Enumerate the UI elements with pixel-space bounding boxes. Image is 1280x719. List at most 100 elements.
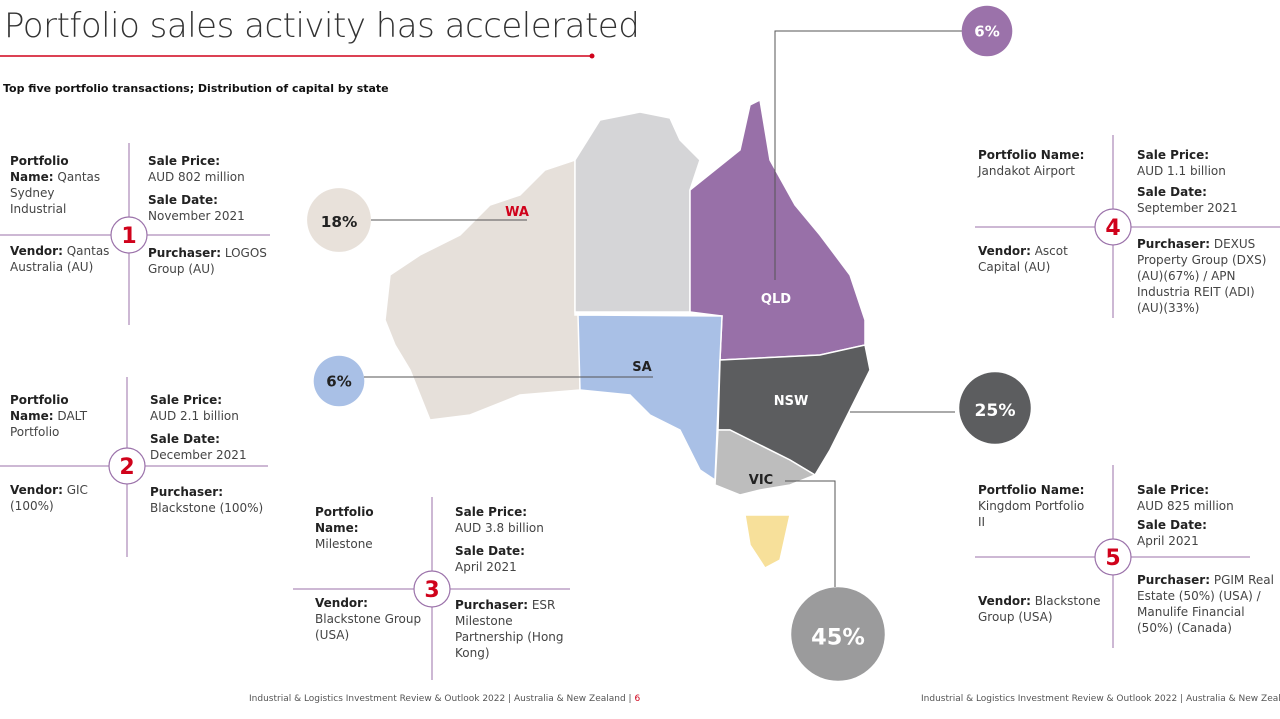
date-label: Sale Date:	[1137, 185, 1207, 199]
date-value: April 2021	[1137, 534, 1199, 548]
price-value: AUD 3.8 billion	[455, 521, 544, 535]
page-number: 6	[634, 694, 641, 704]
vendor-label: Vendor:	[10, 483, 63, 497]
transaction-number: 3	[424, 578, 439, 603]
title: Portfolio sales activity has accelerated	[4, 6, 640, 46]
price-field: Sale Price: AUD 802 million	[148, 153, 268, 185]
price-label: Sale Price:	[1137, 483, 1210, 497]
share-bubble	[959, 372, 1031, 444]
price-label: Sale Price:	[1137, 148, 1210, 162]
map-nt	[574, 111, 701, 313]
footer: Industrial & Logistics Investment Review…	[921, 694, 1280, 704]
subtitle: Top five portfolio transactions; Distrib…	[3, 82, 389, 95]
purchaser-field: Purchaser: ESR Milestone Partnership (Ho…	[455, 597, 565, 661]
vendor-value: Ascot Capital (AU)	[978, 244, 1068, 274]
purchaser-field: Purchaser: DEXUS Property Group (DXS) (A…	[1137, 236, 1272, 316]
vendor-label: Vendor:	[978, 244, 1031, 258]
share-bubble	[791, 587, 885, 681]
number-badge	[110, 216, 148, 254]
vendor-value: Blackstone Group (USA)	[315, 612, 422, 642]
purchaser-label: Purchaser:	[150, 485, 224, 499]
vendor-field: Vendor: Blackstone Group (USA)	[315, 595, 435, 643]
price-label: Sale Price:	[455, 505, 528, 519]
price-field: Sale Price: AUD 3.8 billion	[455, 504, 565, 536]
portfolio-label: Portfolio Name:	[10, 154, 69, 184]
state-label: QLD	[761, 292, 791, 307]
vendor-value: Qantas Australia (AU)	[10, 244, 110, 274]
share-label: 18%	[321, 213, 358, 231]
portfolio-label: Portfolio Name:	[978, 483, 1085, 497]
price-label: Sale Price:	[148, 154, 221, 168]
date-value: April 2021	[455, 560, 517, 574]
transaction-number: 2	[119, 455, 134, 480]
number-badge	[108, 447, 146, 485]
purchaser-value: ESR Milestone Partnership (Hong Kong)	[455, 598, 564, 660]
number-badge	[413, 570, 451, 608]
price-label: Sale Price:	[150, 393, 223, 407]
transaction-number: 4	[1105, 216, 1120, 241]
portfolio-field: Portfolio Name: Milestone	[315, 504, 420, 552]
portfolio-label: Portfolio Name:	[978, 148, 1085, 162]
vendor-field: Vendor: Blackstone Group (USA)	[978, 593, 1103, 625]
date-label: Sale Date:	[1137, 518, 1207, 532]
portfolio-value: Jandakot Airport	[978, 164, 1075, 178]
date-field: Sale Date: April 2021	[1137, 517, 1277, 549]
date-field: Sale Date: September 2021	[1137, 184, 1272, 216]
purchaser-label: Purchaser:	[1137, 237, 1211, 251]
portfolio-label: Portfolio Name:	[315, 505, 374, 535]
date-label: Sale Date:	[150, 432, 220, 446]
portfolio-field: Portfolio Name: DALT Portfolio	[10, 392, 105, 440]
purchaser-value: DEXUS Property Group (DXS) (AU)(67%) / A…	[1137, 237, 1267, 315]
purchaser-label: Purchaser:	[455, 598, 529, 612]
vendor-value: Blackstone Group (USA)	[978, 594, 1101, 624]
portfolio-value: Qantas Sydney Industrial	[10, 170, 101, 216]
state-label: WA	[505, 205, 529, 220]
purchaser-field: Purchaser: Blackstone (100%)	[150, 484, 268, 516]
vendor-value: GIC (100%)	[10, 483, 88, 513]
purchaser-field: Purchaser: PGIM Real Estate (50%) (USA) …	[1137, 572, 1277, 636]
vendor-field: Vendor: GIC (100%)	[10, 482, 120, 514]
purchaser-value: Blackstone (100%)	[150, 501, 264, 515]
state-label: VIC	[749, 473, 773, 488]
map-vic	[714, 429, 817, 496]
state-label: SA	[632, 360, 651, 375]
date-label: Sale Date:	[148, 193, 218, 207]
purchaser-label: Purchaser:	[1137, 573, 1211, 587]
title-rule-dot	[589, 53, 595, 59]
vendor-label: Vendor:	[10, 244, 63, 258]
portfolio-value: DALT Portfolio	[10, 409, 88, 439]
price-value: AUD 2.1 billion	[150, 409, 239, 423]
map-wa	[384, 158, 581, 421]
date-field: Sale Date: November 2021	[148, 192, 268, 224]
share-label: 45%	[811, 624, 865, 650]
footer-text: Industrial & Logistics Investment Review…	[249, 694, 635, 704]
date-field: Sale Date: April 2021	[455, 543, 565, 575]
share-bubble	[313, 355, 365, 407]
price-field: Sale Price: AUD 1.1 billion	[1137, 147, 1272, 179]
price-value: AUD 802 million	[148, 170, 245, 184]
purchaser-value: PGIM Real Estate (50%) (USA) / Manulife …	[1137, 573, 1274, 635]
date-value: November 2021	[148, 209, 245, 223]
portfolio-value: Milestone	[315, 537, 373, 551]
footer: Industrial & Logistics Investment Review…	[249, 694, 640, 704]
vendor-label: Vendor:	[978, 594, 1031, 608]
footer-text: Industrial & Logistics Investment Review…	[921, 694, 1280, 704]
leader-line	[774, 30, 962, 280]
share-bubble	[961, 5, 1013, 57]
transaction-number: 5	[1105, 546, 1120, 571]
portfolio-label: Portfolio Name:	[10, 393, 69, 423]
number-badge	[1094, 538, 1132, 576]
share-label: 6%	[974, 23, 999, 41]
portfolio-field: Portfolio Name: Jandakot Airport	[978, 147, 1088, 179]
portfolio-value: Kingdom Portfolio II	[978, 499, 1085, 529]
price-value: AUD 825 million	[1137, 499, 1234, 513]
vendor-field: Vendor: Qantas Australia (AU)	[10, 243, 120, 275]
price-field: Sale Price: AUD 2.1 billion	[150, 392, 268, 424]
price-value: AUD 1.1 billion	[1137, 164, 1226, 178]
date-label: Sale Date:	[455, 544, 525, 558]
state-label: NSW	[774, 394, 809, 409]
share-bubble	[307, 188, 371, 252]
purchaser-label: Purchaser:	[148, 246, 222, 260]
